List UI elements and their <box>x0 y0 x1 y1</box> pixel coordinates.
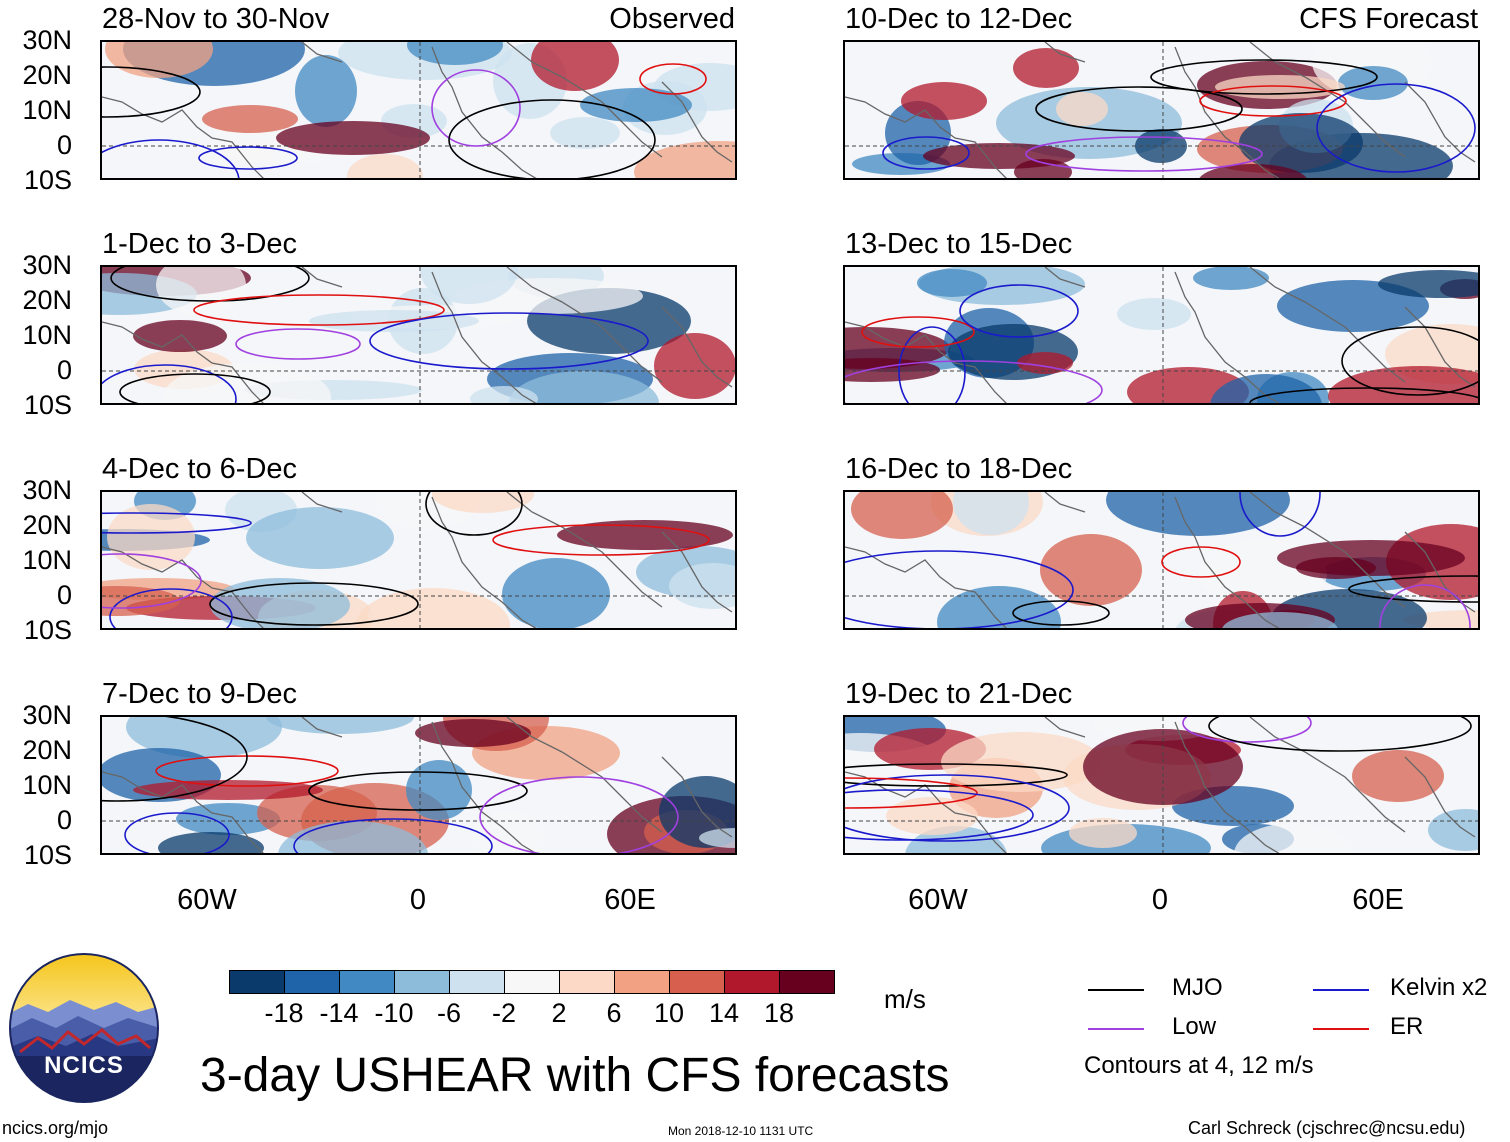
map-panel <box>843 265 1480 405</box>
colorbar-cell <box>779 970 835 994</box>
colorbar-cell <box>504 970 560 994</box>
colorbar-tick-label: 18 <box>763 998 795 1028</box>
colorbar-tick-label: -18 <box>264 998 304 1028</box>
y-tick-label: 10N <box>22 545 72 575</box>
panel-title: 1-Dec to 3-Dec <box>102 228 298 260</box>
colorbar-cell <box>229 970 285 994</box>
colorbar-units: m/s <box>884 984 926 1014</box>
colorbar-tick-label: 2 <box>551 998 567 1028</box>
y-tick-label: 10N <box>22 320 72 350</box>
x-tick-60e-right: 60E <box>1352 884 1404 916</box>
panel-title: 19-Dec to 21-Dec <box>845 678 1073 710</box>
legend-mjo-line <box>1088 989 1144 991</box>
map-panel <box>843 490 1480 630</box>
y-tick-label: 0 <box>56 580 72 610</box>
colorbar-tick-label: -10 <box>374 998 414 1028</box>
legend-kelvin-line <box>1313 989 1369 991</box>
map-panel <box>100 490 737 630</box>
colorbar-tick-label: -6 <box>436 998 461 1028</box>
colorbar-tick-label: -2 <box>491 998 516 1028</box>
y-tick-label: 0 <box>56 130 72 160</box>
colorbar-tick-label: 6 <box>606 998 622 1028</box>
panel-tag: CFS Forecast <box>1299 3 1478 35</box>
colorbar-tick-label: 10 <box>653 998 685 1028</box>
legend-note: Contours at 4, 12 m/s <box>1084 1052 1314 1079</box>
y-tick-label: 20N <box>22 60 72 90</box>
colorbar-cell <box>394 970 450 994</box>
x-tick-0-right: 0 <box>1151 884 1169 916</box>
y-tick-label: 30N <box>22 475 72 505</box>
colorbar-cell <box>559 970 615 994</box>
legend-er-line <box>1313 1028 1369 1030</box>
panel-tag: Observed <box>609 3 735 35</box>
y-tick-label: 10S <box>23 840 72 870</box>
map-panel <box>100 40 737 180</box>
panel-title: 16-Dec to 18-Dec <box>845 453 1073 485</box>
y-tick-label: 20N <box>22 285 72 315</box>
footer-author: Carl Schreck (cjschrec@ncsu.edu) <box>1188 1118 1466 1138</box>
panel-title: 10-Dec to 12-Dec <box>845 3 1073 35</box>
x-tick-60e-left: 60E <box>604 884 656 916</box>
y-tick-label: 30N <box>22 25 72 55</box>
x-tick-60w-right: 60W <box>908 884 968 916</box>
y-tick-label: 10S <box>23 615 72 645</box>
y-tick-label: 10S <box>23 390 72 420</box>
panel-title: 7-Dec to 9-Dec <box>102 678 298 710</box>
y-tick-label: 10N <box>22 95 72 125</box>
colorbar-tick-label: 14 <box>708 998 740 1028</box>
x-tick-0-left: 0 <box>409 884 427 916</box>
footer-url[interactable]: ncics.org/mjo <box>2 1118 109 1138</box>
y-tick-label: 10N <box>22 770 72 800</box>
footer-timestamp: Mon 2018-12-10 1131 UTC <box>668 1124 814 1138</box>
colorbar-cell <box>284 970 340 994</box>
colorbar-cell <box>724 970 780 994</box>
panel-title: 4-Dec to 6-Dec <box>102 453 298 485</box>
colorbar-cell <box>339 970 395 994</box>
colorbar-tick-label: -14 <box>319 998 359 1028</box>
panel-title: 28-Nov to 30-Nov <box>102 3 330 35</box>
colorbar-cell <box>669 970 725 994</box>
legend-low-label: Low <box>1172 1013 1217 1040</box>
y-tick-label: 20N <box>22 510 72 540</box>
x-tick-60w-left: 60W <box>177 884 237 916</box>
main-title: 3-day USHEAR with CFS forecasts <box>200 1049 950 1102</box>
colorbar-cell <box>614 970 670 994</box>
y-tick-label: 30N <box>22 700 72 730</box>
legend-er-label: ER <box>1390 1013 1424 1040</box>
logo-text: NCICS <box>44 1052 124 1079</box>
y-tick-label: 10S <box>23 165 72 195</box>
y-tick-label: 30N <box>22 250 72 280</box>
legend-mjo-label: MJO <box>1172 974 1223 1001</box>
map-panel <box>100 715 737 855</box>
colorbar-cell <box>449 970 505 994</box>
map-panel <box>843 715 1480 855</box>
map-panel <box>843 40 1480 180</box>
panel-title: 13-Dec to 15-Dec <box>845 228 1073 260</box>
map-panel <box>100 265 737 405</box>
y-tick-label: 0 <box>56 355 72 385</box>
y-tick-label: 0 <box>56 805 72 835</box>
legend-kelvin-label: Kelvin x2 <box>1390 974 1488 1001</box>
y-tick-label: 20N <box>22 735 72 765</box>
legend-low-line <box>1088 1028 1144 1030</box>
ncics-logo: NCICS <box>8 952 160 1104</box>
